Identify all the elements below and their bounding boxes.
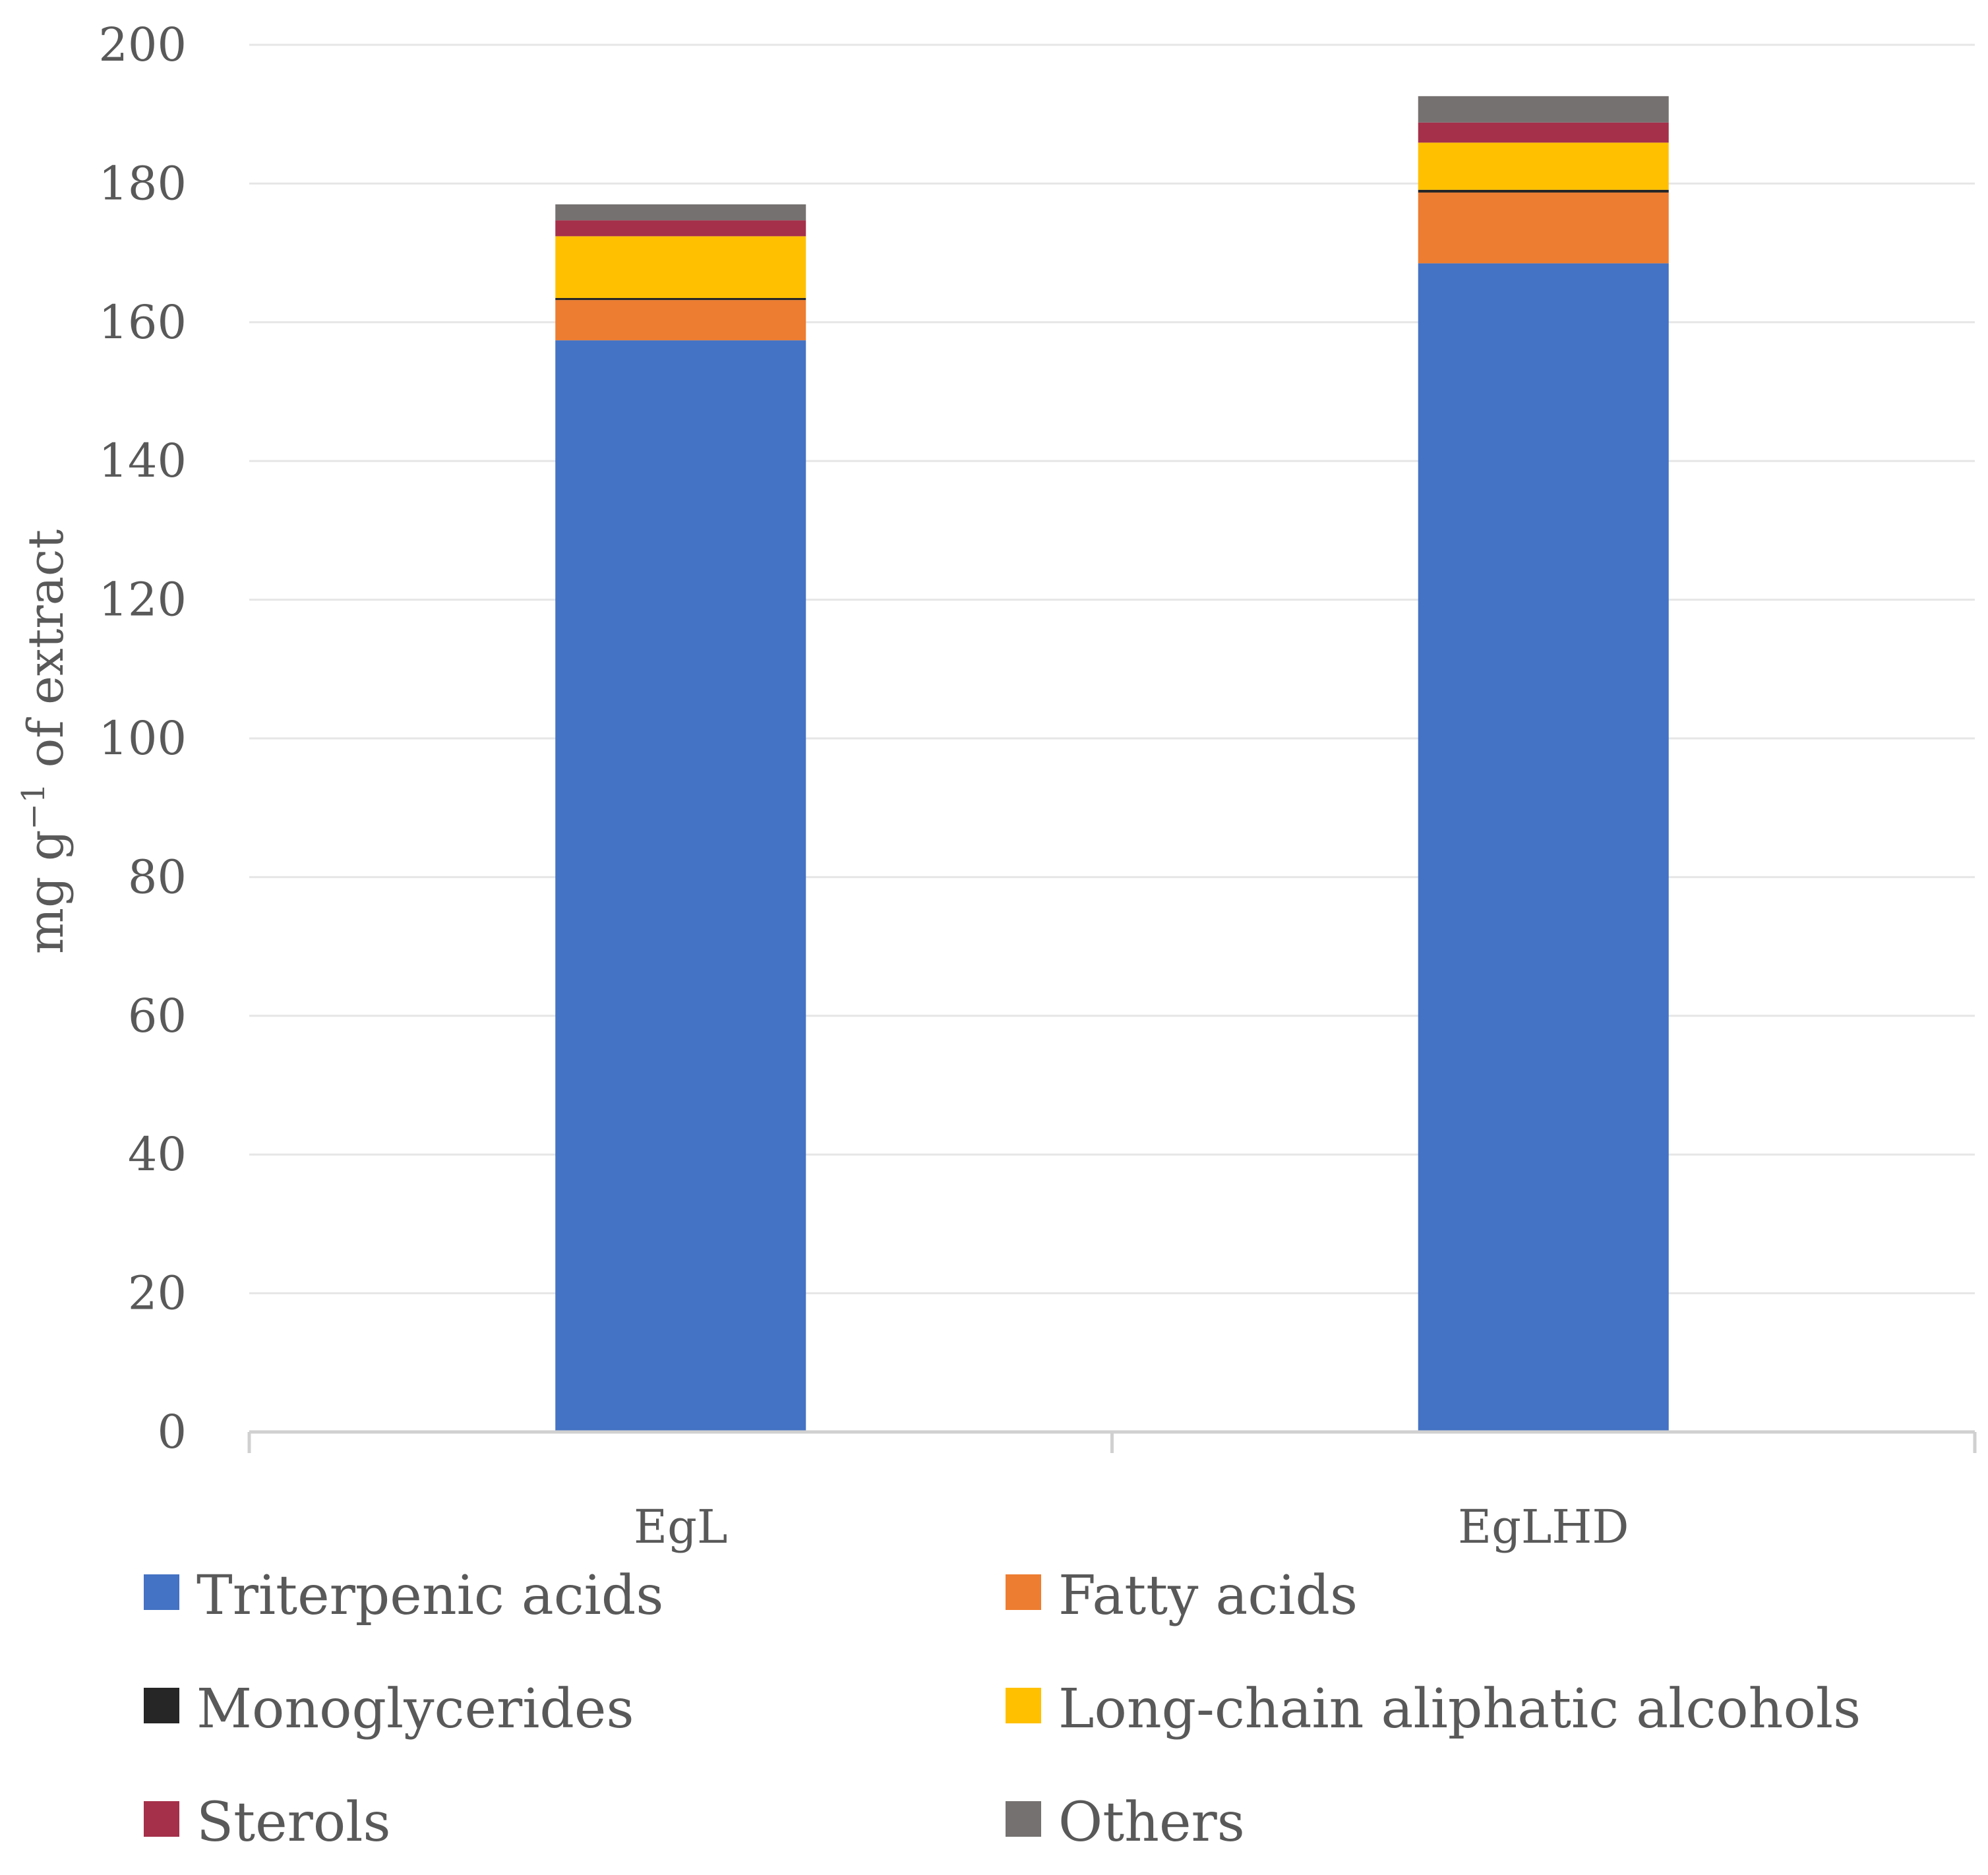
bar-segment — [1418, 193, 1669, 264]
legend-label: Sterols — [196, 1791, 391, 1854]
x-tick-label: EgLHD — [1458, 1500, 1629, 1554]
y-tick-label: 20 — [128, 1266, 187, 1321]
bar-segment — [1418, 96, 1669, 123]
y-tick-label: 160 — [98, 295, 187, 349]
legend-swatch — [144, 1688, 179, 1723]
axes — [247, 1430, 1977, 1453]
bar-segment — [555, 220, 806, 237]
legend: Triterpenic acids Fatty acids Monoglycerid… — [144, 1564, 1861, 1854]
y-tick-label: 60 — [128, 989, 187, 1043]
y-axis-title: mg g−1 of extract — [15, 529, 75, 954]
legend-label: Long-chain aliphatic alcohols — [1058, 1678, 1861, 1741]
y-tick-label: 40 — [128, 1127, 187, 1181]
bar-segment — [555, 300, 806, 341]
y-tick-label: 180 — [98, 156, 187, 210]
y-tick-label: 0 — [157, 1405, 187, 1459]
bar-segment — [1418, 263, 1669, 1432]
legend-label: Fatty acids — [1058, 1564, 1358, 1627]
bar-segment — [1418, 142, 1669, 190]
legend-label: Triterpenic acids — [196, 1564, 663, 1627]
legend-label: Others — [1058, 1791, 1245, 1854]
x-tick-labels: EgL EgLHD — [634, 1500, 1629, 1554]
legend-swatch — [144, 1574, 179, 1610]
bars — [555, 96, 1669, 1432]
bar-segment — [555, 204, 806, 221]
legend-swatch — [1006, 1574, 1041, 1610]
bar-segment — [555, 236, 806, 298]
bar-segment — [555, 297, 806, 301]
y-tick-label: 100 — [98, 711, 187, 765]
bar-segment — [555, 340, 806, 1432]
y-tick-label: 120 — [98, 573, 187, 627]
bar-segment — [1418, 122, 1669, 143]
x-tick-label: EgL — [634, 1500, 727, 1554]
legend-swatch — [1006, 1801, 1041, 1837]
gridlines — [249, 44, 1975, 1295]
y-tick-labels: 0 20 40 60 80 100 120 140 160 180 200 — [98, 18, 187, 1459]
y-tick-label: 80 — [128, 850, 187, 904]
legend-swatch — [1006, 1688, 1041, 1723]
y-tick-label: 200 — [98, 18, 187, 72]
legend-label: Monoglycerides — [196, 1678, 634, 1741]
legend-swatch — [144, 1801, 179, 1837]
bar-segment — [1418, 189, 1669, 193]
y-tick-label: 140 — [98, 434, 187, 488]
